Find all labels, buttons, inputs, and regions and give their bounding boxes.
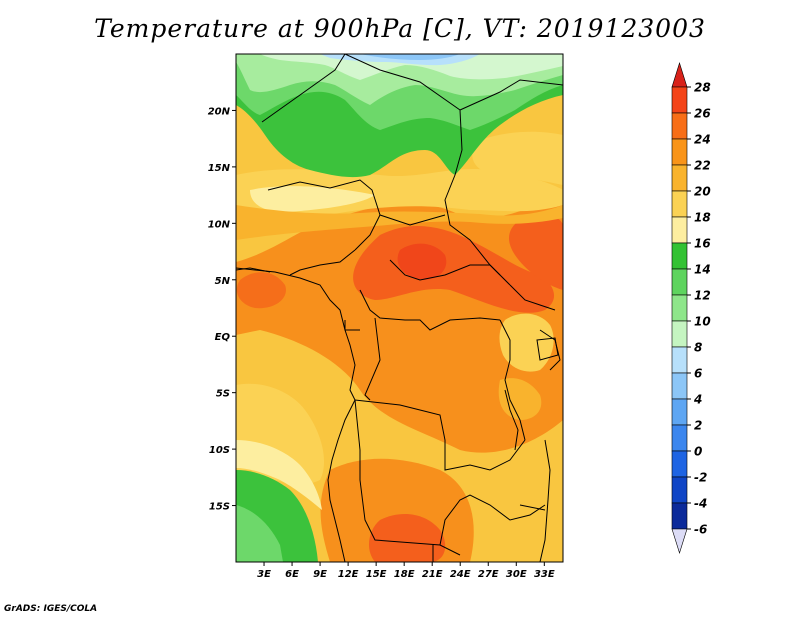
colorbar-label: 22: [694, 159, 711, 173]
colorbar-label: -4: [694, 497, 707, 511]
lon-tick-label: 3E: [257, 569, 271, 580]
region-20-eastlakes: [498, 378, 542, 420]
boundary-zambia: [439, 494, 546, 546]
region-16-southwest: [236, 440, 322, 510]
colorbar-label: 4: [693, 393, 702, 407]
coastlines: [236, 267, 559, 562]
colorbar-label: 16: [694, 237, 711, 251]
lat-tick-label: EQ: [215, 332, 231, 343]
lon-tick-label: 12E: [338, 569, 359, 580]
boundary-algeria-mali: [261, 54, 346, 123]
lake-victoria: [536, 337, 559, 361]
region-16-band: [250, 186, 375, 212]
colorbar-label: 24: [694, 133, 711, 147]
credit-text: GrADS: IGES/COLA: [4, 604, 98, 614]
colorbar-label: 14: [694, 263, 711, 277]
lon-tick-label: 24E: [450, 569, 471, 580]
colorbar-top-arrow: [671, 61, 688, 88]
colorbar-label: 0: [694, 445, 702, 459]
colorbar-label: -2: [694, 471, 707, 485]
boundary-congo-drc: [359, 289, 501, 331]
colorbar-swatch: [671, 242, 688, 270]
lat-tick-label: 10S: [209, 445, 230, 456]
region-26-center: [353, 225, 555, 313]
colorbar-swatch: [671, 476, 688, 504]
colorbar-swatch: [671, 190, 688, 218]
lat-tick-label: 5N: [215, 276, 231, 287]
lon-tick-label: 6E: [285, 569, 299, 580]
lon-tick-label: 33E: [534, 569, 555, 580]
colorbar-swatch: [671, 268, 688, 296]
lat-tick-label: 20N: [208, 106, 231, 117]
boundary-libya-sudan: [459, 79, 563, 111]
temperature-field: [236, 54, 563, 562]
region-8-sahara: [260, 54, 563, 80]
colorbar-label: 12: [694, 289, 711, 303]
lat-tick-label: 5S: [216, 389, 230, 400]
map-frame: [235, 53, 564, 563]
lat-tick-label: 10N: [208, 219, 231, 230]
region-20-northband: [236, 205, 563, 240]
colorbar-label: 2: [694, 419, 702, 433]
region-4-sahara: [360, 54, 460, 60]
boundary-south-sudan: [509, 284, 556, 311]
region-18-eastlakes: [499, 313, 554, 372]
colorbar-label: -6: [694, 523, 707, 537]
colorbar-swatch: [671, 164, 688, 192]
boundary-chad-north: [379, 214, 446, 226]
colorbar-label: 20: [694, 185, 711, 199]
country-boundaries: [236, 54, 563, 562]
boundary-angola-north: [354, 399, 526, 471]
colorbar-swatch: [671, 294, 688, 322]
lon-tick-label: 15E: [366, 569, 387, 580]
colorbar-swatch: [671, 398, 688, 426]
region-18-east: [472, 131, 563, 185]
colorbar-swatch: [671, 502, 688, 530]
colorbar-bottom-arrow: [671, 528, 688, 555]
colorbar-swatch: [671, 112, 688, 140]
colorbar-label: 10: [694, 315, 711, 329]
colorbar-label: 6: [694, 367, 702, 381]
colorbar-swatch: [671, 424, 688, 452]
colorbar-swatch: [671, 86, 688, 114]
colorbar-swatch: [671, 216, 688, 244]
boundary-drc-east: [499, 319, 526, 441]
region-12-southwest: [236, 505, 283, 562]
lon-tick-label: 27E: [478, 569, 499, 580]
lon-tick-label: 18E: [394, 569, 415, 580]
boundary-malawi: [539, 439, 551, 562]
colorbar-swatch: [671, 372, 688, 400]
lake-tanganyika: [504, 389, 519, 451]
lat-tick-label: 15S: [209, 502, 230, 513]
region-28-spot: [397, 243, 447, 280]
region-26-east: [508, 214, 563, 290]
colorbar-label: 8: [694, 341, 702, 355]
colorbar-label: 28: [694, 81, 711, 95]
region-26-south: [368, 514, 446, 562]
boundary-congo-west: [364, 317, 381, 401]
lon-tick-label: 21E: [422, 569, 443, 580]
axis-ticks: 20N 15N 10N 5N EQ 5S 10S 15S 3E 6E 9E 12E 15E 18E 21E 2…: [208, 106, 555, 580]
lat-tick-label: 15N: [208, 163, 231, 174]
colorbar-swatch: [671, 320, 688, 348]
atlantic-coast: [236, 267, 356, 562]
colorbar-swatch: [671, 138, 688, 166]
lake-kariba: [519, 504, 546, 511]
colorbar-label: 26: [694, 107, 711, 121]
boundary-libya-niger: [344, 54, 463, 151]
boundary-car: [389, 259, 511, 286]
colorbar-swatch: [671, 450, 688, 478]
colorbar-swatch: [671, 346, 688, 374]
chart-title: Temperature at 900hPa [C], VT: 201912300…: [94, 14, 706, 43]
lon-tick-label: 9E: [313, 569, 327, 580]
boundary-niger-nigeria: [267, 179, 381, 251]
lon-tick-label: 30E: [506, 569, 527, 580]
boundary-cameroon: [289, 249, 356, 276]
colorbar-label: 18: [694, 211, 711, 225]
region-26-west: [236, 272, 286, 309]
